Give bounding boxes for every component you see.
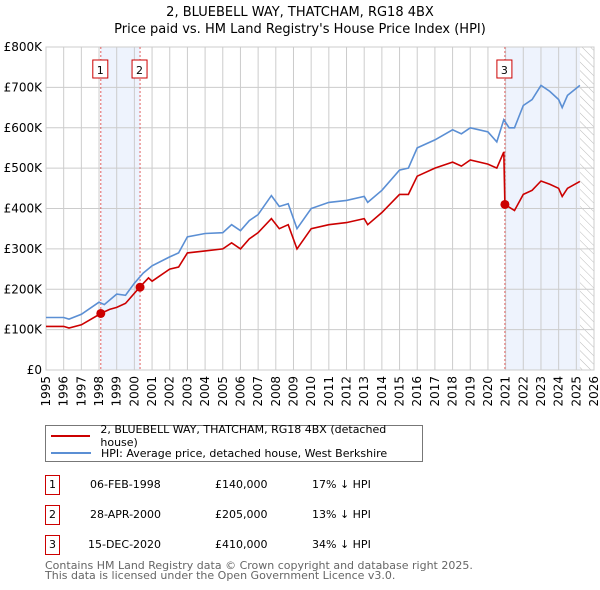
legend-swatch-price xyxy=(51,435,91,437)
x-tick-label: 2023 xyxy=(534,376,548,407)
transaction-price: £205,000 xyxy=(215,508,268,521)
x-tick-label: 1998 xyxy=(92,376,106,407)
transaction-point xyxy=(96,308,106,318)
transaction-chart-marker-label: 1 xyxy=(97,64,104,77)
plot-frame xyxy=(45,46,595,371)
x-tick-label: 2001 xyxy=(145,376,159,407)
x-tick-label: 2018 xyxy=(446,376,460,407)
y-tick-label: £800K xyxy=(4,40,44,54)
x-tick-label: 2007 xyxy=(251,376,265,407)
x-tick-label: 2000 xyxy=(127,376,141,407)
y-tick-label: £100K xyxy=(4,323,44,337)
transaction-chart-marker-box xyxy=(131,59,148,79)
y-tick-label: £300K xyxy=(4,242,44,256)
transaction-price: £410,000 xyxy=(215,538,268,551)
x-tick-label: 1999 xyxy=(110,376,124,407)
x-tick-label: 2016 xyxy=(410,376,424,407)
legend: 2, BLUEBELL WAY, THATCHAM, RG18 4BX (det… xyxy=(45,423,423,462)
x-tick-label: 2003 xyxy=(180,376,194,407)
legend-label-hpi: HPI: Average price, detached house, West… xyxy=(101,446,388,460)
transaction-point xyxy=(500,199,510,209)
footer-copyright: Contains HM Land Registry data © Crown c… xyxy=(45,559,473,572)
y-tick-label: £200K xyxy=(4,282,44,296)
x-tick-label: 1997 xyxy=(74,376,88,407)
x-tick-label: 2011 xyxy=(322,376,336,407)
transaction-point xyxy=(135,282,145,292)
y-tick-label: £600K xyxy=(4,121,44,135)
x-tick-label: 2025 xyxy=(569,376,583,407)
x-tick-label: 2002 xyxy=(163,376,177,407)
transaction-row: 1 06-FEB-1998 £140,000 17% ↓ HPI xyxy=(45,475,445,495)
x-tick-label: 2004 xyxy=(198,376,212,407)
transaction-chart-marker-label: 3 xyxy=(501,64,508,77)
x-tick-label: 2024 xyxy=(552,376,566,407)
transaction-marker: 1 xyxy=(45,475,60,495)
chart-title: 2, BLUEBELL WAY, THATCHAM, RG18 4BX xyxy=(166,5,434,20)
x-tick-label: 2019 xyxy=(463,376,477,407)
transaction-row: 3 15-DEC-2020 £410,000 34% ↓ HPI xyxy=(45,535,445,555)
series-line xyxy=(46,84,581,320)
x-tick-label: 2012 xyxy=(340,376,354,407)
x-tick-label: 1995 xyxy=(39,376,53,407)
transaction-chart-marker-label: 2 xyxy=(136,64,143,77)
transaction-marker: 2 xyxy=(45,505,60,525)
transaction-chart-marker-box xyxy=(92,59,109,79)
plot-area: 1995 1996 1997 1998 1999 2000 2001 2002 2003 2004… xyxy=(4,40,600,407)
legend-swatch-hpi xyxy=(51,452,91,454)
footer-licence: This data is licensed under the Open Gov… xyxy=(45,569,396,582)
x-tick-label: 2022 xyxy=(516,376,530,407)
transaction-price: £140,000 xyxy=(215,478,268,491)
legend-label-price: 2, BLUEBELL WAY, THATCHAM, RG18 4BX (det… xyxy=(100,423,387,449)
x-tick-label: 2013 xyxy=(357,376,371,407)
x-tick-label: 2006 xyxy=(233,376,247,407)
x-tick-label: 2005 xyxy=(216,376,230,407)
x-tick-label: 2015 xyxy=(393,376,407,407)
transaction-date: 28-APR-2000 xyxy=(90,508,162,521)
x-tick-label: 2008 xyxy=(269,376,283,407)
chart-subtitle: Price paid vs. HM Land Registry's House … xyxy=(114,22,486,37)
x-tick-label: 2017 xyxy=(428,376,442,407)
transaction-date: 06-FEB-1998 xyxy=(90,478,161,491)
transaction-marker: 3 xyxy=(45,535,60,555)
x-tick-label: 2010 xyxy=(304,376,318,407)
transaction-hpi: 17% ↓ HPI xyxy=(312,478,371,491)
transaction-row: 2 28-APR-2000 £205,000 13% ↓ HPI xyxy=(45,505,445,525)
transaction-hpi: 13% ↓ HPI xyxy=(312,508,371,521)
x-tick-label: 2020 xyxy=(481,376,495,407)
y-tick-label: £400K xyxy=(4,202,44,216)
x-tick-label: 2014 xyxy=(375,376,389,407)
transaction-chart-marker-box xyxy=(496,59,513,79)
x-tick-label: 2009 xyxy=(286,376,300,407)
footer: Contains HM Land Registry data © Crown c… xyxy=(45,559,473,582)
y-tick-label: £700K xyxy=(4,80,44,94)
transaction-date: 15-DEC-2020 xyxy=(88,538,162,551)
y-tick-label: £500K xyxy=(4,161,44,175)
x-tick-label: 1996 xyxy=(57,376,71,407)
x-tick-label: 2021 xyxy=(499,376,513,407)
x-tick-label: 2026 xyxy=(587,376,600,407)
y-tick-label: £0 xyxy=(27,363,42,377)
transaction-hpi: 34% ↓ HPI xyxy=(312,538,371,551)
